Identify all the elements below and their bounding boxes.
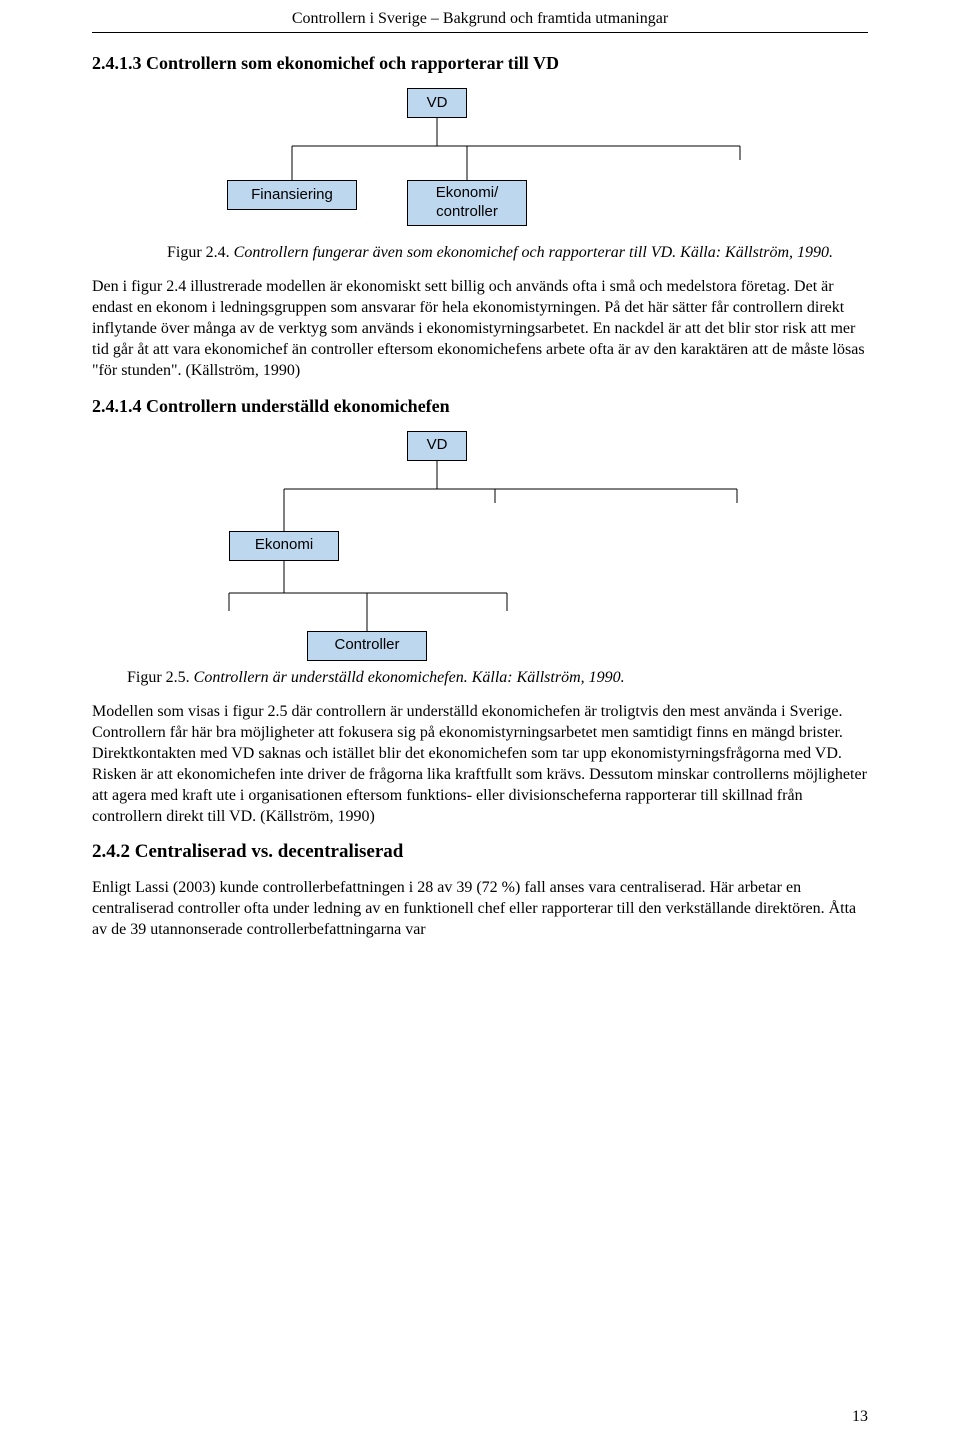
page-number: 13 [852,1408,868,1426]
caption-italic: Controllern är underställd ekonomichefen… [194,669,625,686]
caption-label: Figur 2.4. [167,244,234,261]
heading-2-4-2: 2.4.2 Centraliserad vs. decentraliserad [92,841,868,863]
heading-2-4-1-3: 2.4.1.3 Controllern som ekonomichef och … [92,53,868,74]
para-2-4-2: Enligt Lassi (2003) kunde controllerbefa… [92,877,868,940]
para-2-4-1-3: Den i figur 2.4 illustrerade modellen är… [92,276,868,382]
heading-2-4-1-4: 2.4.1.4 Controllern underställd ekonomic… [92,396,868,417]
org-box-ekonomi-controller: Ekonomi/controller [407,180,527,226]
caption-fig-2-5: Figur 2.5. Controllern är underställd ek… [127,669,868,687]
caption-fig-2-4: Figur 2.4. Controllern fungerar även som… [167,244,868,262]
org-box-finansiering: Finansiering [227,180,357,210]
para-2-4-1-4: Modellen som visas i figur 2.5 där contr… [92,701,868,828]
caption-italic: Controllern fungerar även som ekonomiche… [234,244,833,261]
org-box-controller: Controller [307,631,427,661]
caption-label: Figur 2.5. [127,669,194,686]
running-head: Controllern i Sverige – Bakgrund och fra… [92,10,868,28]
orgchart-fig-2-4: VD Finansiering Ekonomi/controller [167,88,868,238]
org-box-vd: VD [407,88,467,118]
org-box-vd: VD [407,431,467,461]
header-rule [92,32,868,33]
orgchart-fig-2-5: VD Ekonomi Controller [167,431,868,663]
org-box-ekonomi: Ekonomi [229,531,339,561]
page: Controllern i Sverige – Bakgrund och fra… [0,0,960,1450]
